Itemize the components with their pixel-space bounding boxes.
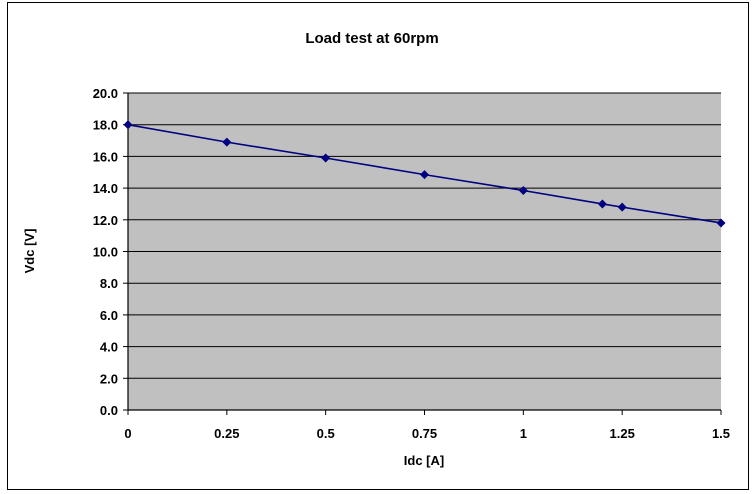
chart-frame: Load test at 60rpm 0.0 2.0 4.0 6.0 8.0 10.0 12… xyxy=(7,2,749,490)
y-axis-title: Vdc [V] xyxy=(22,229,37,274)
data-point-marker xyxy=(420,170,429,180)
y-tick-label: 18.0 xyxy=(93,118,118,133)
x-tick-label: 1.25 xyxy=(610,426,635,441)
x-tick-label: 0.25 xyxy=(214,426,239,441)
y-tick-label: 12.0 xyxy=(93,213,118,228)
x-tick-label: 0 xyxy=(124,426,131,441)
data-point-marker xyxy=(518,185,528,195)
data-point-marker xyxy=(222,137,232,147)
chart-title: Load test at 60rpm xyxy=(305,30,438,47)
x-axis-title: Idc [A] xyxy=(404,453,444,468)
y-tick-label: 2.0 xyxy=(100,371,118,386)
data-point-marker xyxy=(617,202,627,212)
data-point-marker xyxy=(321,153,331,163)
data-point-marker xyxy=(597,199,607,209)
y-tick-label: 0.0 xyxy=(100,403,118,418)
y-tick-label: 16.0 xyxy=(93,149,118,164)
gridlines xyxy=(128,92,721,379)
y-tick-label: 10.0 xyxy=(93,245,118,260)
y-tick-label: 6.0 xyxy=(100,308,118,323)
x-tick-label: 1.5 xyxy=(712,426,730,441)
y-tick-label: 14.0 xyxy=(93,181,118,196)
series-layer xyxy=(123,120,726,228)
x-tick-label: 1 xyxy=(520,426,527,441)
x-tick-label: 0.75 xyxy=(412,426,437,441)
data-point-marker xyxy=(716,218,726,228)
y-tick-label: 20.0 xyxy=(93,86,118,101)
tick-labels: 0.0 2.0 4.0 6.0 8.0 10.0 12.0 14.0 16.0 18.0 20.0 0… xyxy=(93,86,730,441)
y-tick-label: 8.0 xyxy=(100,276,118,291)
x-tick-label: 0.5 xyxy=(317,426,335,441)
data-point-marker xyxy=(123,120,133,130)
y-tick-label: 4.0 xyxy=(100,340,118,355)
line-chart: Load test at 60rpm 0.02.04.06.08.010.012… xyxy=(22,30,730,468)
